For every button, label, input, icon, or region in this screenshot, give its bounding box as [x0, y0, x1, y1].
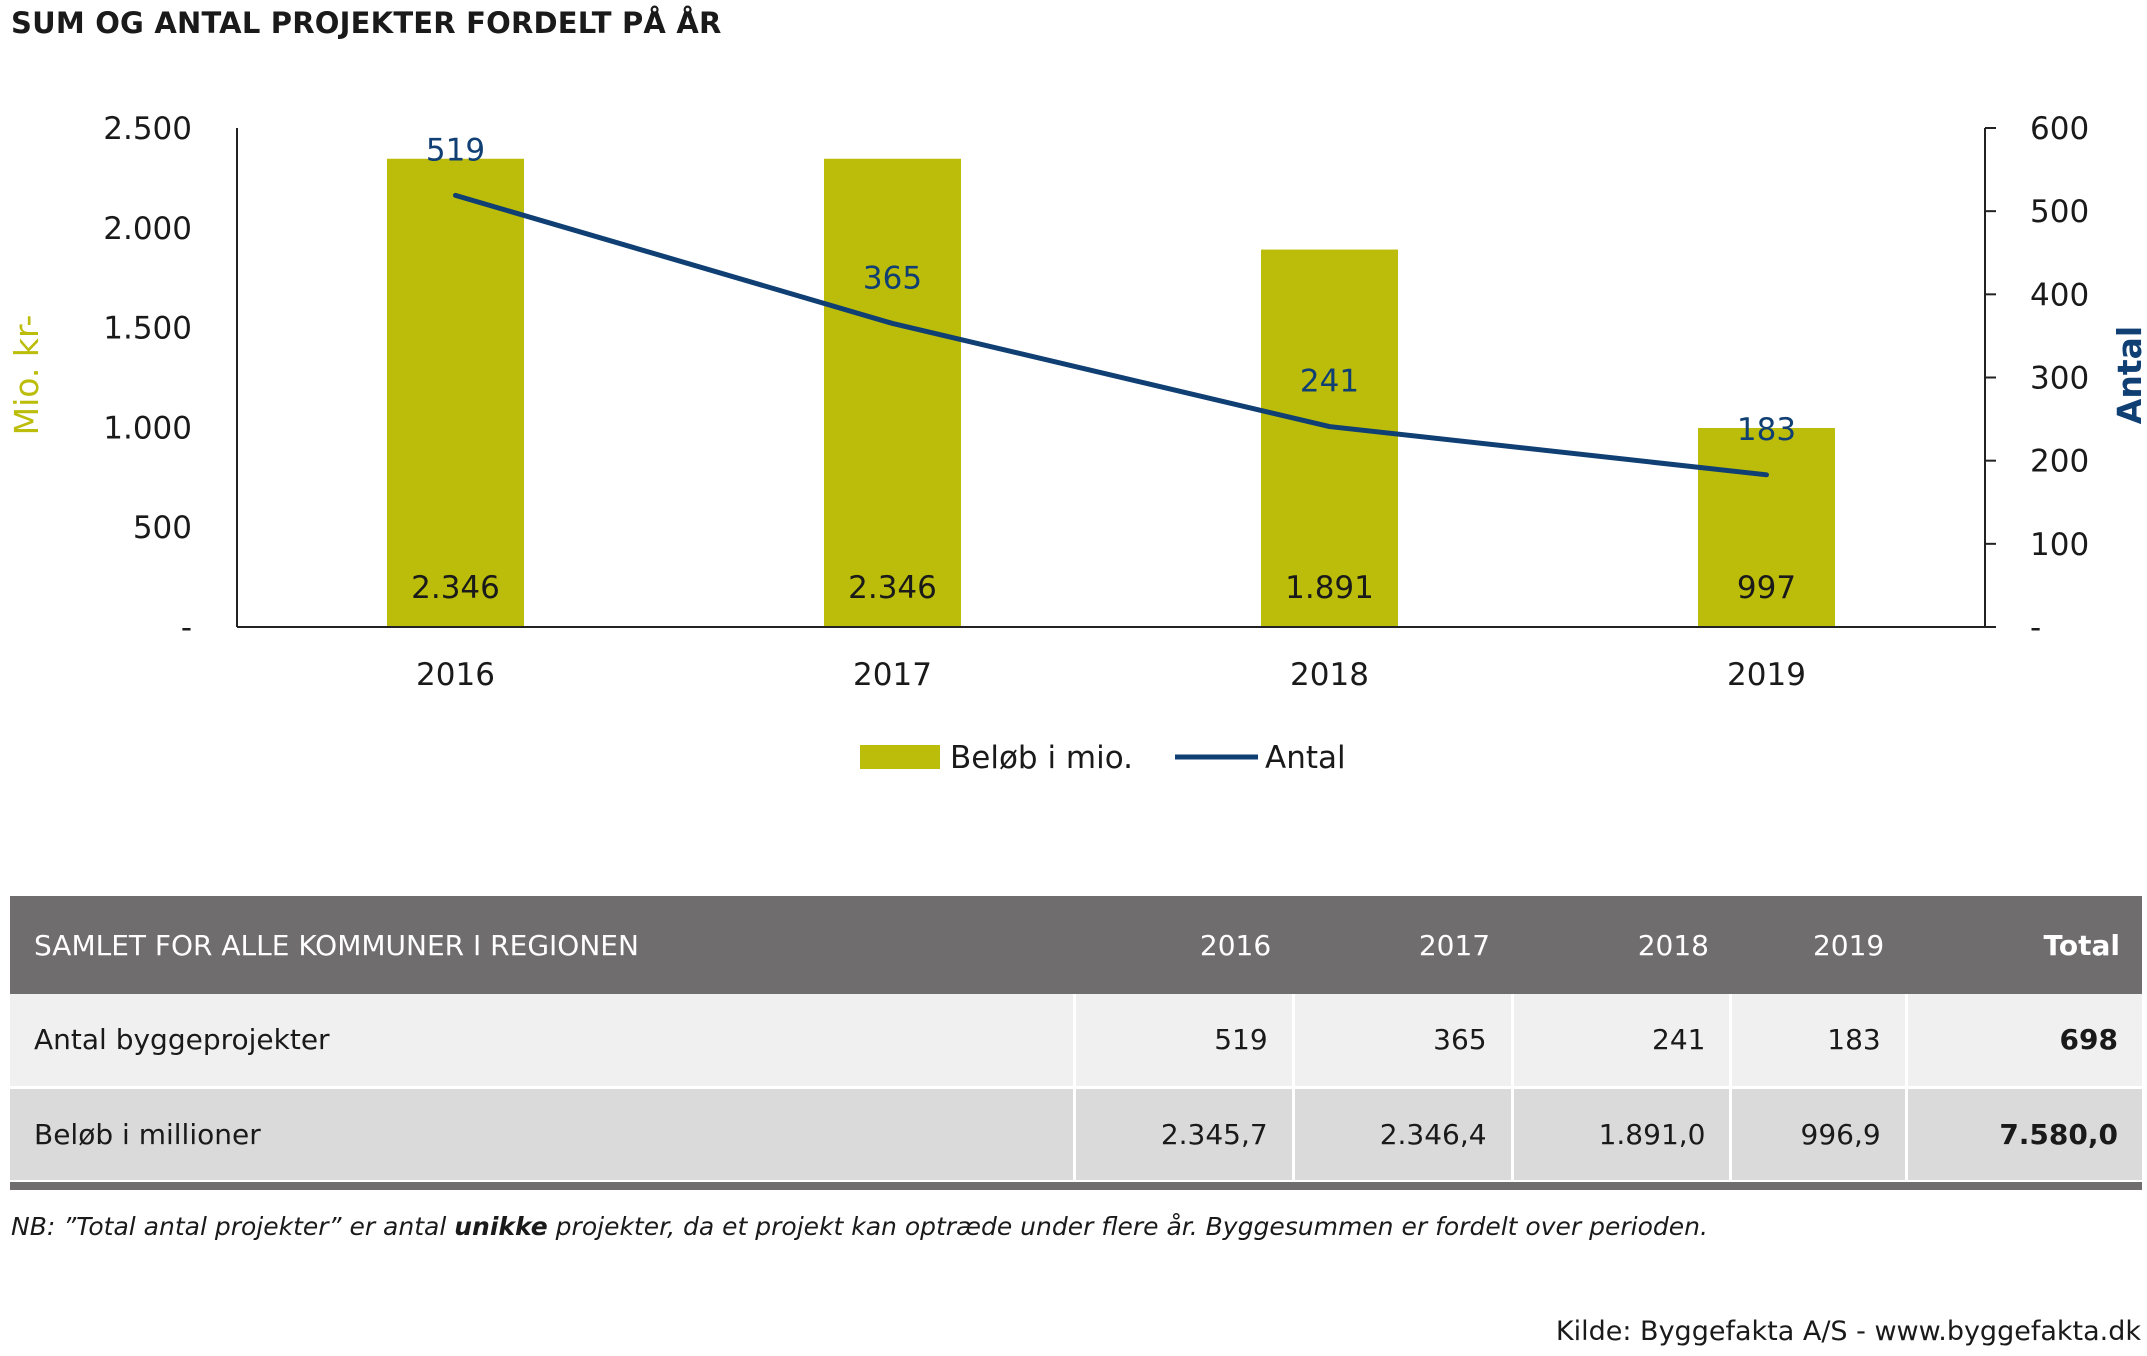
- line-data-label: 519: [426, 132, 485, 168]
- table-header-2016: 2016: [1199, 928, 1272, 962]
- legend-label-antal: Antal: [1265, 740, 1346, 776]
- bar-data-label: 2.346: [848, 570, 937, 606]
- y-left-tick-label: 500: [133, 510, 192, 546]
- y-left-tick-label: 1.500: [103, 311, 192, 347]
- table-header-2019: 2019: [1812, 928, 1885, 962]
- line-data-label: 241: [1300, 364, 1359, 400]
- footnote: NB: ”Total antal projekter” er antal uni…: [11, 1212, 1708, 1241]
- y-right-tick-label: 200: [2030, 444, 2089, 480]
- y-right-axis-title: Antal: [2110, 326, 2147, 424]
- bar-data-label: 997: [1737, 570, 1796, 606]
- table-cell-2018: 241: [1510, 994, 1731, 1089]
- x-tick-label: 2019: [1727, 657, 1806, 693]
- y-left-tick-label: 2.000: [103, 211, 192, 247]
- table-cell-total: 698: [1904, 994, 2142, 1089]
- line-data-label: 183: [1737, 412, 1796, 448]
- table-row-antal: Antal byggeprojekter 519 365 241 183 698: [10, 994, 2142, 1089]
- table-bottom-border: [10, 1182, 2142, 1190]
- table-header-row: SAMLET FOR ALLE KOMMUNER I REGIONEN 2016…: [10, 896, 2142, 994]
- bar-data-label: 2.346: [411, 570, 500, 606]
- y-right-tick-label: -: [2030, 610, 2041, 646]
- table-header-region: SAMLET FOR ALLE KOMMUNER I REGIONEN: [34, 928, 639, 962]
- table-cell-2018: 1.891,0: [1510, 1087, 1731, 1180]
- footnote-part: projekter, da et projekt kan optræde und…: [547, 1212, 1708, 1241]
- table-cell-2017: 365: [1291, 994, 1513, 1089]
- table-cell-label: Antal byggeprojekter: [10, 994, 1075, 1089]
- table-cell-2019: 996,9: [1729, 1087, 1907, 1180]
- y-right-tick-label: 500: [2030, 194, 2089, 230]
- legend-label-belob: Beløb i mio.: [950, 740, 1133, 776]
- table-header-2017: 2017: [1418, 928, 1491, 962]
- footnote-part: NB: ”Total antal projekter” er antal: [11, 1212, 455, 1241]
- legend-swatch-belob: [860, 745, 940, 769]
- line-antal: [453, 192, 1769, 478]
- x-tick-label: 2018: [1290, 657, 1369, 693]
- y-right-tick-label: 100: [2030, 527, 2089, 563]
- y-left-axis-title: Mio. kr-: [7, 315, 46, 436]
- table-cell-2016: 519: [1072, 994, 1294, 1089]
- y-right-tick-label: 400: [2030, 277, 2089, 313]
- table-row-beloeb: Beløb i millioner 2.345,7 2.346,4 1.891,…: [10, 1087, 2142, 1180]
- bar-belob-2019: [1698, 427, 1835, 627]
- combo-chart: - 500 1.000 1.500 2.000 2.500 - 100 200 300 400 500…: [7, 111, 2147, 776]
- summary-table: SAMLET FOR ALLE KOMMUNER I REGIONEN 2016…: [10, 896, 2142, 1180]
- bar-belob-2016: [387, 158, 524, 627]
- y-left-tick-label: -: [181, 610, 192, 646]
- footnote-bold: unikke: [454, 1212, 548, 1241]
- chart-title: SUM OG ANTAL PROJEKTER FORDELT PÅ ÅR: [11, 6, 722, 40]
- x-tick-label: 2017: [853, 657, 932, 693]
- line-data-label: 365: [863, 260, 922, 296]
- table-cell-2019: 183: [1729, 994, 1907, 1089]
- table-header-2018: 2018: [1637, 928, 1709, 962]
- bar-belob-2018: [1261, 249, 1398, 627]
- table-cell-total: 7.580,0: [1904, 1087, 2142, 1180]
- source-credit: Kilde: Byggefakta A/S - www.byggefakta.d…: [1555, 1316, 2141, 1347]
- y-right-tick-label: 600: [2030, 111, 2089, 147]
- y-right-tick-label: 300: [2030, 361, 2089, 397]
- table-header-total: Total: [2043, 928, 2121, 962]
- y-left-tick-label: 1.000: [103, 410, 192, 446]
- table-cell-2017: 2.346,4: [1291, 1087, 1513, 1180]
- x-tick-label: 2016: [416, 657, 495, 693]
- y-left-tick-label: 2.500: [103, 111, 192, 147]
- table-cell-label: Beløb i millioner: [34, 1117, 261, 1151]
- bar-belob-2017: [824, 158, 961, 627]
- bar-data-label: 1.891: [1285, 570, 1374, 606]
- table-cell-2016: 2.345,7: [1072, 1087, 1294, 1180]
